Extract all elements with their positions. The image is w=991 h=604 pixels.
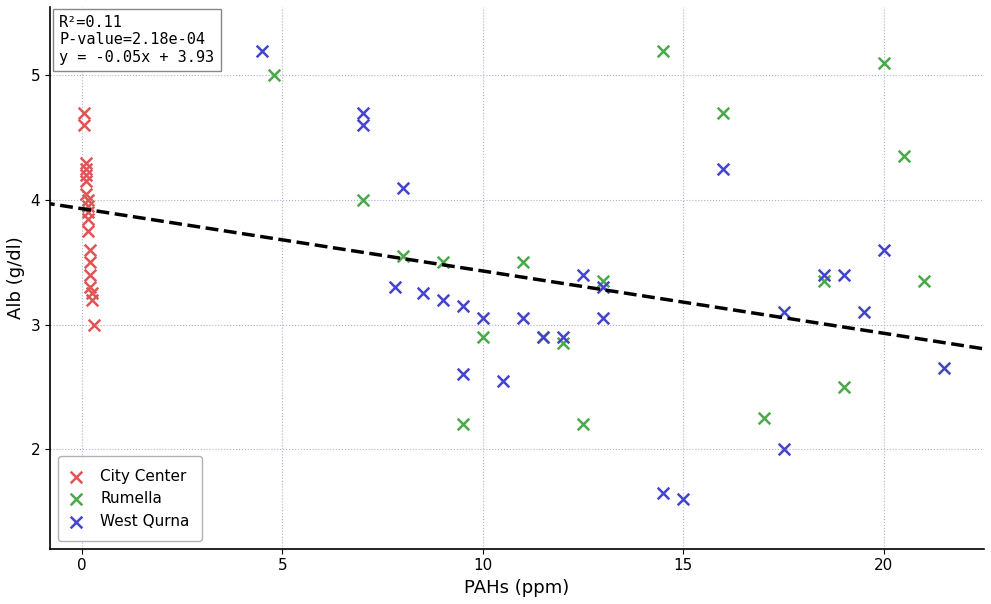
- Text: R²=0.11
P-value=2.18e-04
y = -0.05x + 3.93: R²=0.11 P-value=2.18e-04 y = -0.05x + 3.…: [59, 15, 214, 65]
- West Qurna: [455, 301, 471, 310]
- City Center: [80, 208, 96, 217]
- Rumella: [394, 251, 410, 261]
- City Center: [80, 226, 96, 236]
- Rumella: [555, 338, 571, 348]
- Rumella: [655, 46, 671, 56]
- West Qurna: [394, 183, 410, 193]
- Rumella: [596, 276, 611, 286]
- Rumella: [835, 382, 851, 391]
- X-axis label: PAHs (ppm): PAHs (ppm): [465, 579, 570, 597]
- West Qurna: [596, 283, 611, 292]
- Rumella: [876, 58, 892, 68]
- West Qurna: [876, 245, 892, 255]
- Rumella: [267, 71, 282, 80]
- City Center: [84, 289, 100, 298]
- West Qurna: [435, 295, 451, 304]
- West Qurna: [936, 364, 952, 373]
- City Center: [86, 320, 102, 329]
- Legend: City Center, Rumella, West Qurna: City Center, Rumella, West Qurna: [57, 457, 202, 541]
- West Qurna: [386, 283, 402, 292]
- West Qurna: [856, 307, 872, 317]
- West Qurna: [475, 313, 491, 323]
- City Center: [82, 283, 98, 292]
- City Center: [76, 108, 92, 118]
- Rumella: [575, 419, 591, 429]
- City Center: [82, 245, 98, 255]
- City Center: [84, 295, 100, 304]
- City Center: [78, 158, 94, 167]
- West Qurna: [655, 488, 671, 498]
- West Qurna: [535, 332, 551, 342]
- West Qurna: [555, 332, 571, 342]
- City Center: [82, 270, 98, 280]
- Rumella: [816, 276, 831, 286]
- Rumella: [515, 257, 531, 267]
- Rumella: [896, 152, 912, 161]
- Rumella: [916, 276, 932, 286]
- West Qurna: [676, 494, 692, 504]
- West Qurna: [415, 289, 431, 298]
- Y-axis label: Alb (g/dl): Alb (g/dl): [7, 237, 25, 320]
- City Center: [80, 214, 96, 223]
- West Qurna: [496, 376, 511, 385]
- Rumella: [755, 413, 771, 423]
- West Qurna: [776, 307, 792, 317]
- Rumella: [455, 419, 471, 429]
- West Qurna: [835, 270, 851, 280]
- West Qurna: [716, 164, 731, 174]
- West Qurna: [515, 313, 531, 323]
- City Center: [82, 257, 98, 267]
- City Center: [78, 164, 94, 174]
- City Center: [76, 120, 92, 130]
- West Qurna: [355, 120, 371, 130]
- City Center: [78, 189, 94, 199]
- City Center: [80, 195, 96, 205]
- West Qurna: [596, 313, 611, 323]
- City Center: [80, 201, 96, 211]
- Rumella: [435, 257, 451, 267]
- West Qurna: [255, 46, 271, 56]
- West Qurna: [776, 445, 792, 454]
- West Qurna: [455, 370, 471, 379]
- West Qurna: [355, 108, 371, 118]
- Rumella: [475, 332, 491, 342]
- West Qurna: [575, 270, 591, 280]
- West Qurna: [816, 270, 831, 280]
- City Center: [78, 170, 94, 180]
- Rumella: [535, 332, 551, 342]
- Rumella: [355, 195, 371, 205]
- City Center: [78, 176, 94, 186]
- Rumella: [716, 108, 731, 118]
